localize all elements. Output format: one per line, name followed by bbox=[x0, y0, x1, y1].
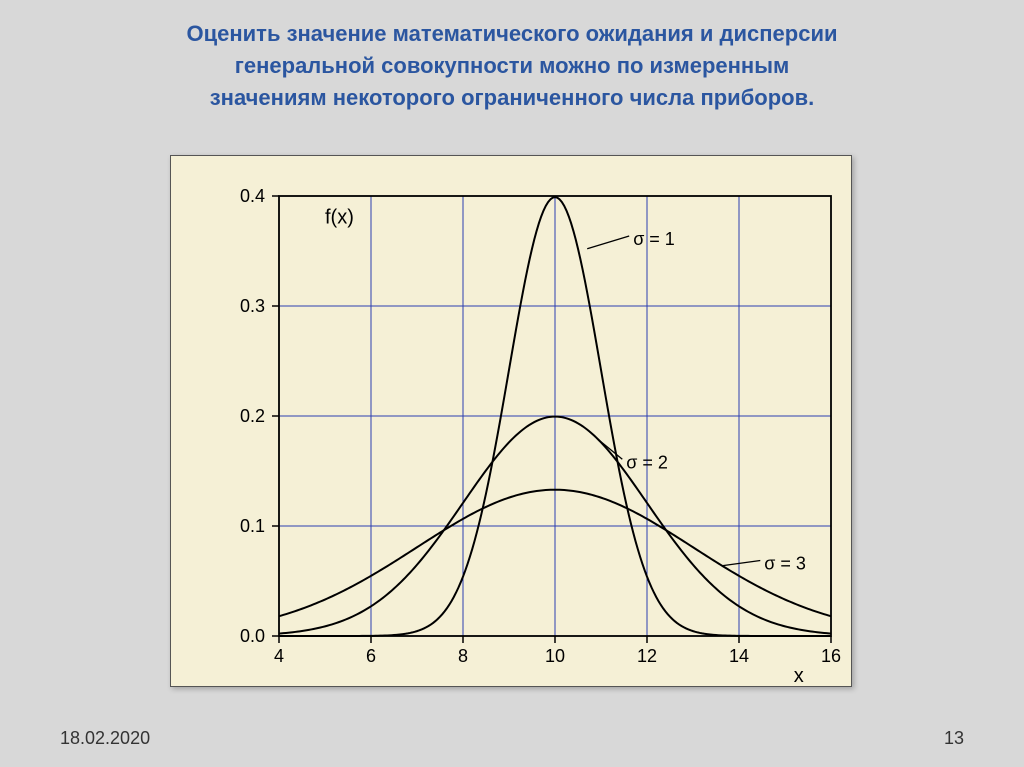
svg-text:f(x): f(x) bbox=[325, 207, 354, 229]
title-line-3: значениям некоторого ограниченного числа… bbox=[210, 85, 815, 110]
svg-text:8: 8 bbox=[458, 646, 468, 666]
footer-page: 13 bbox=[944, 728, 964, 749]
svg-text:σ = 3: σ = 3 bbox=[764, 554, 806, 574]
footer-date: 18.02.2020 bbox=[60, 728, 150, 749]
svg-text:14: 14 bbox=[729, 646, 749, 666]
svg-text:0.4: 0.4 bbox=[240, 186, 265, 206]
svg-text:0.1: 0.1 bbox=[240, 516, 265, 536]
svg-text:6: 6 bbox=[366, 646, 376, 666]
svg-text:0.0: 0.0 bbox=[240, 626, 265, 646]
svg-text:σ = 2: σ = 2 bbox=[626, 452, 668, 472]
svg-text:10: 10 bbox=[545, 646, 565, 666]
svg-text:x: x bbox=[794, 665, 804, 686]
title-line-2: генеральной совокупности можно по измере… bbox=[235, 53, 790, 78]
svg-text:4: 4 bbox=[274, 646, 284, 666]
slide-title: Оценить значение математического ожидани… bbox=[0, 18, 1024, 114]
title-line-1: Оценить значение математического ожидани… bbox=[186, 21, 837, 46]
svg-text:σ = 1: σ = 1 bbox=[633, 229, 675, 249]
svg-text:12: 12 bbox=[637, 646, 657, 666]
svg-text:16: 16 bbox=[821, 646, 841, 666]
svg-text:0.3: 0.3 bbox=[240, 296, 265, 316]
svg-text:0.2: 0.2 bbox=[240, 406, 265, 426]
chart-svg: 4 6 8 10 12 14 16 0.0 0.1 0.2 0.3 0.4 x f(x) σ = 1 σ = … bbox=[171, 156, 851, 686]
chart-panel: 4 6 8 10 12 14 16 0.0 0.1 0.2 0.3 0.4 x f(x) σ = 1 σ = … bbox=[170, 155, 852, 687]
